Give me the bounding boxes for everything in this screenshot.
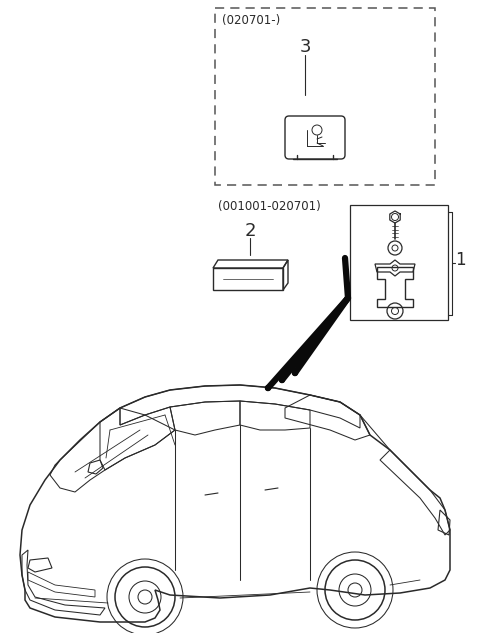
Circle shape — [265, 385, 271, 391]
Circle shape — [279, 377, 285, 382]
Text: 2: 2 — [244, 222, 256, 240]
Circle shape — [292, 370, 298, 375]
Text: 3: 3 — [299, 38, 311, 56]
Text: (020701-): (020701-) — [222, 14, 280, 27]
Text: (001001-020701): (001001-020701) — [218, 200, 321, 213]
Text: 1: 1 — [455, 251, 466, 269]
